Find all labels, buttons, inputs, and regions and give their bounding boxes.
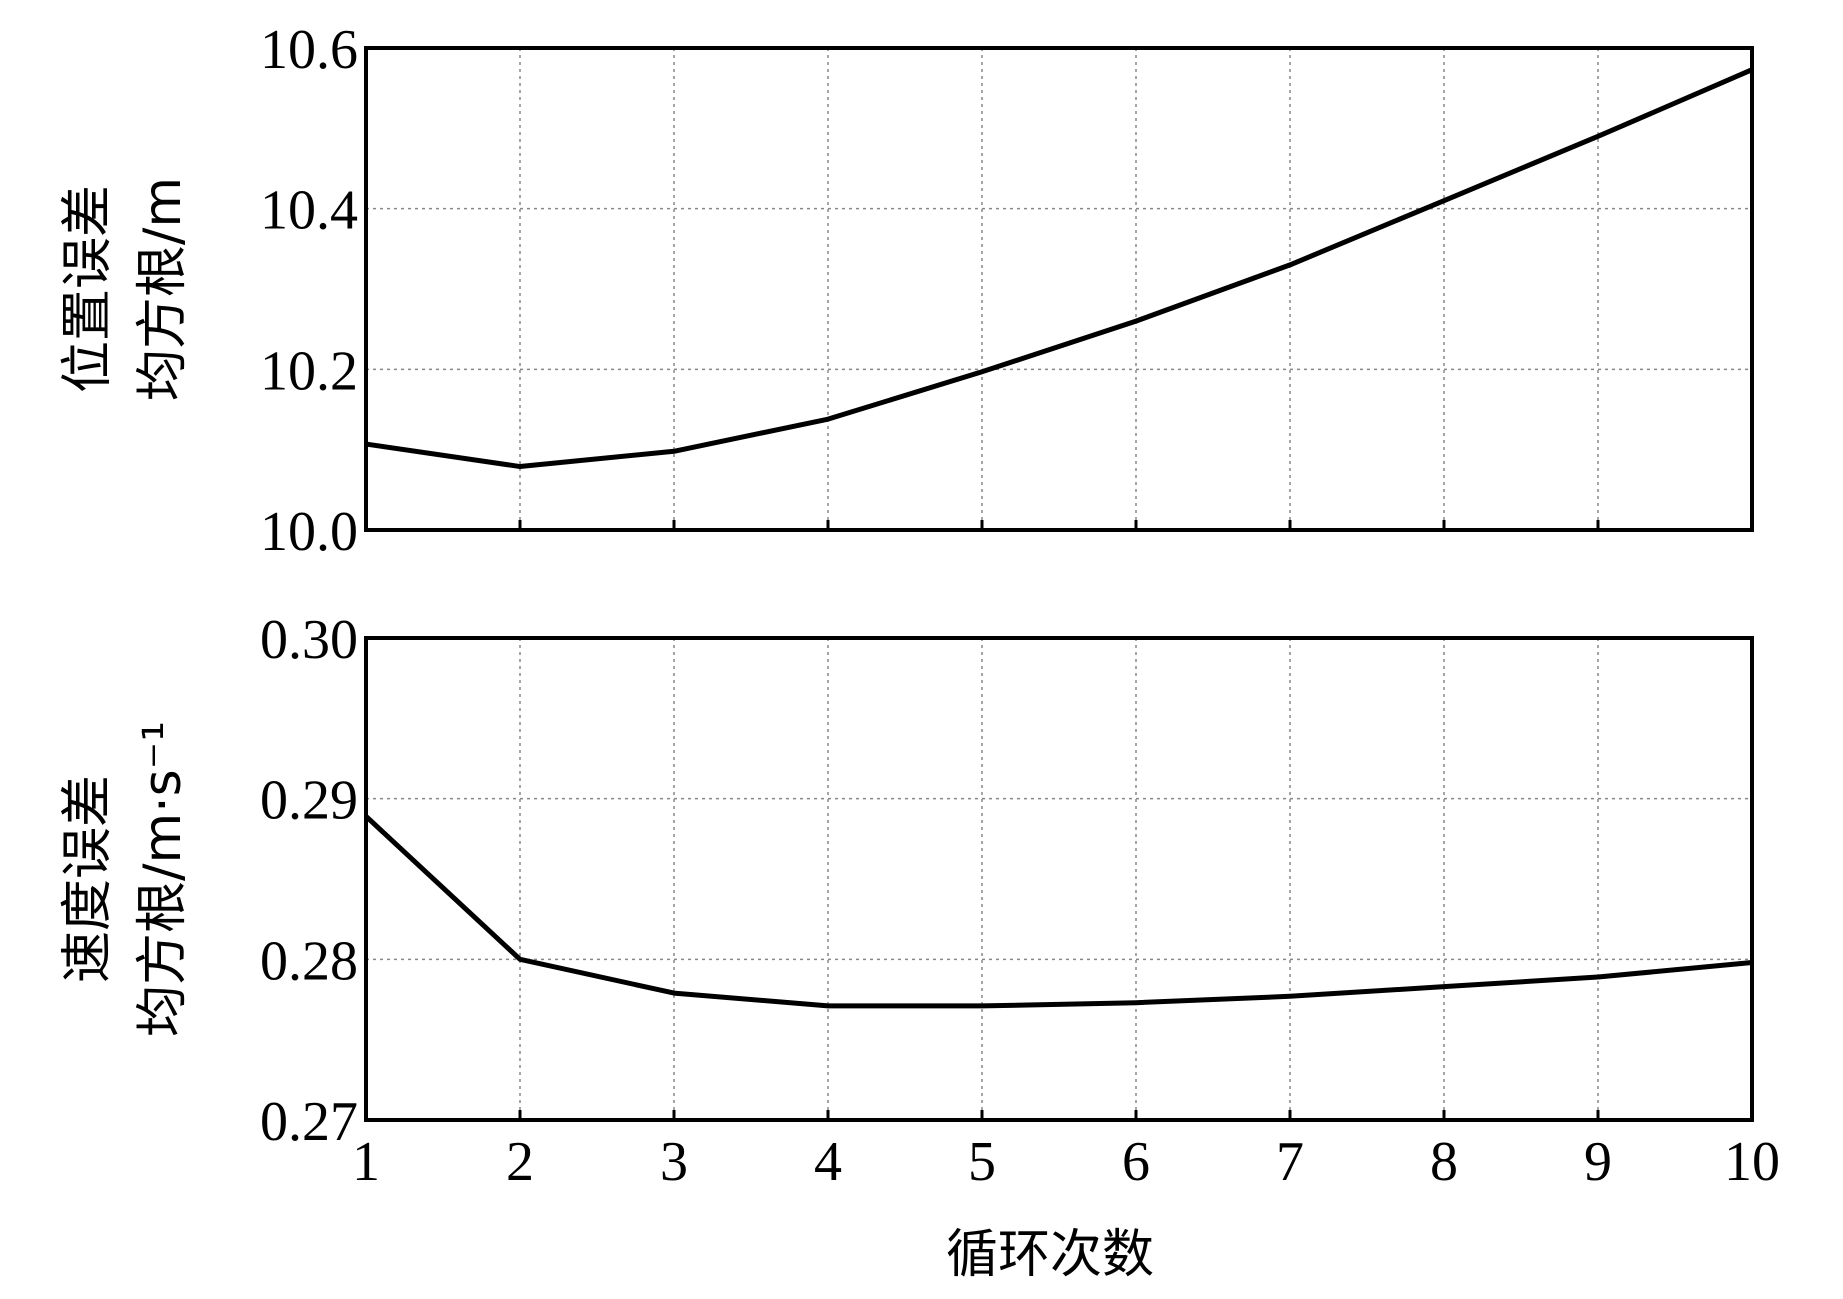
y-axis-title-1-line-2: 均方根/m <box>133 177 193 401</box>
series-line-1-1 <box>365 67 1753 470</box>
position-error-panel: 10.0 10.2 10.4 10.6 位置误差 均方根/m <box>58 19 1754 563</box>
y-tick-label-2-4: 0.30 <box>260 609 358 671</box>
x-tick-label-6: 6 <box>1122 1131 1150 1193</box>
y-tick-label-2-1: 0.27 <box>260 1091 358 1153</box>
x-tick-label-4: 4 <box>814 1131 842 1193</box>
y-tick-label-1-4: 10.6 <box>260 19 358 81</box>
plot-frame-1 <box>364 46 1754 532</box>
y-axis-title-2-line-2: 均方根/m·s⁻¹ <box>133 721 193 1037</box>
y-tick-label-1-1: 10.0 <box>260 501 358 563</box>
x-tick-label-3: 3 <box>660 1131 688 1193</box>
x-tick-label-7: 7 <box>1276 1131 1304 1193</box>
plot-frame-2 <box>364 636 1754 1122</box>
y-tick-label-1-2: 10.2 <box>260 340 358 402</box>
series-line-2-1 <box>364 814 1753 1009</box>
y-tick-label-1-3: 10.4 <box>260 180 358 242</box>
x-tick-label-9: 9 <box>1584 1131 1612 1193</box>
y-tick-label-2-2: 0.28 <box>260 930 358 992</box>
x-tick-label-5: 5 <box>968 1131 996 1193</box>
x-tick-label-8: 8 <box>1430 1131 1458 1193</box>
x-tick-label-1: 1 <box>352 1131 380 1193</box>
x-axis-title: 循环次数 <box>946 1225 1154 1285</box>
y-axis-title-2-line-1: 速度误差 <box>58 775 118 983</box>
y-axis-title-1-line-1: 位置误差 <box>58 185 118 393</box>
x-tick-label-2: 2 <box>506 1131 534 1193</box>
x-tick-label-10: 10 <box>1724 1131 1780 1193</box>
y-tick-label-2-3: 0.29 <box>260 770 358 832</box>
x-tick-labels: 1 2 3 4 5 6 7 8 9 10 <box>352 1131 1780 1193</box>
velocity-error-panel: 0.27 0.28 0.29 0.30 速度误差 均方根/m·s⁻¹ <box>58 609 1754 1153</box>
